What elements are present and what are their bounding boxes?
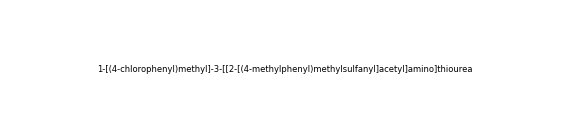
Text: 1-[(4-chlorophenyl)methyl]-3-[[2-[(4-methylphenyl)methylsulfanyl]acetyl]amino]th: 1-[(4-chlorophenyl)methyl]-3-[[2-[(4-met… [97, 64, 472, 74]
